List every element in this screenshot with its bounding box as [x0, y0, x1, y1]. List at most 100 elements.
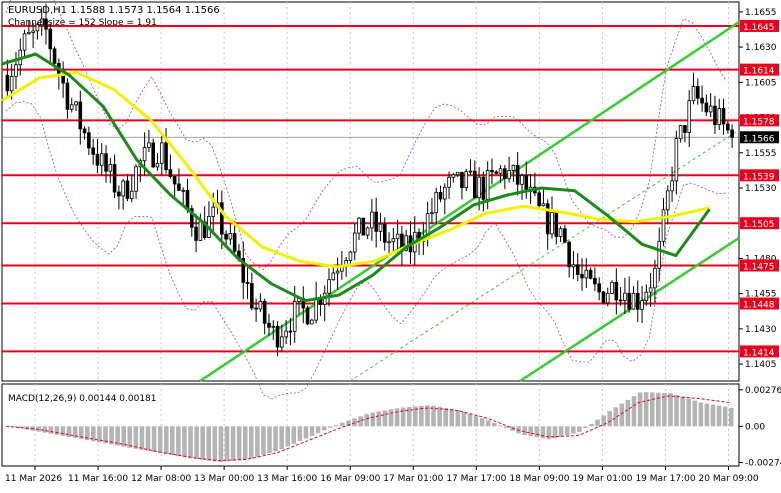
candle-body [485, 170, 490, 200]
macd-pane-frame [1, 383, 740, 467]
candle-body [254, 307, 258, 310]
candle-body [584, 269, 589, 279]
macd-histogram-bar [103, 426, 108, 444]
candle-body [597, 283, 601, 293]
macd-histogram-bar [613, 407, 619, 427]
level-label: 1.1645 [743, 23, 775, 33]
macd-indicator: 0.00276 0.00 -0.00274 [5, 386, 781, 469]
macd-histogram-bar [267, 426, 272, 454]
candle-body [112, 163, 117, 193]
level-label: 1.1505 [743, 220, 775, 230]
yellow-moving-average-line [1, 70, 710, 269]
macd-histogram-bar [151, 426, 157, 452]
candle-body [220, 202, 224, 235]
candle-body [194, 226, 198, 241]
candle-body [117, 191, 121, 197]
candle-body [605, 293, 610, 304]
candle-body [391, 238, 396, 243]
macd-histogram-bar [716, 405, 722, 427]
candle-body [618, 299, 623, 302]
macd-histogram-bar [163, 426, 169, 455]
macd-histogram-bar [589, 423, 594, 427]
candle-body [95, 153, 100, 166]
macd-histogram-bar [722, 406, 728, 427]
candle-body [635, 292, 640, 310]
candle-body [644, 291, 649, 302]
candle-body [588, 269, 593, 279]
macd-histogram-bar [394, 408, 400, 427]
macd-histogram-bar [127, 426, 133, 448]
macd-histogram-bar [18, 426, 23, 429]
macd-histogram-bar [504, 426, 509, 429]
candle-body [22, 33, 27, 51]
candle-body [696, 86, 700, 99]
candle-body [172, 176, 177, 185]
macd-histogram-bar [12, 426, 17, 428]
candle-body [708, 105, 713, 113]
candle-body [683, 125, 687, 133]
time-tick-label: 18 Mar 09:00 [509, 474, 569, 484]
macd-histogram-bar [170, 426, 175, 456]
candle-body [374, 211, 378, 232]
candle-body [44, 18, 48, 30]
candle-body [661, 209, 666, 242]
macd-signal-line [5, 395, 729, 462]
candle-body [648, 287, 653, 293]
macd-histogram-bar [595, 419, 600, 427]
candle-body [515, 164, 520, 185]
candle-body [159, 142, 164, 164]
candle-body [262, 301, 267, 324]
macd-histogram-bar [60, 426, 66, 436]
level-label: 1.1614 [743, 67, 775, 77]
macd-histogram-bar [443, 407, 448, 427]
macd-histogram-bar [522, 426, 527, 436]
candle-body [691, 86, 696, 102]
candle-body [275, 325, 280, 348]
macd-histogram-bar [91, 426, 96, 442]
macd-histogram-bar [327, 426, 333, 428]
macd-histogram-bar [656, 392, 661, 427]
macd-histogram-bar [577, 426, 582, 432]
candle-body [498, 168, 503, 174]
candle-body [228, 233, 233, 240]
macd-histogram-bar [334, 425, 339, 427]
macd-histogram-bar [449, 408, 455, 427]
price-tick-label: 1.1530 [745, 184, 777, 194]
macd-histogram-bar [309, 426, 315, 436]
macd-histogram-bar [291, 426, 297, 444]
candle-body [558, 228, 563, 237]
candle-body [245, 281, 250, 284]
macd-histogram-bar [668, 393, 673, 427]
candle-body [700, 97, 704, 104]
macd-histogram-bar [200, 426, 205, 460]
macd-histogram-bar [273, 426, 278, 452]
macd-histogram-bar [680, 396, 685, 427]
time-tick-label: 13 Mar 00:00 [194, 474, 254, 484]
macd-histogram-bar [218, 426, 224, 462]
candle-body [9, 75, 14, 92]
price-tick-label: 1.1430 [745, 325, 777, 335]
level-label: 1.1578 [743, 117, 775, 127]
candle-body [310, 319, 314, 325]
macd-histogram-bar [467, 413, 473, 427]
time-tick-label: 13 Mar 16:00 [257, 474, 317, 484]
candle-body [177, 183, 181, 191]
macd-histogram-bar [84, 426, 90, 441]
candle-body [258, 301, 263, 310]
macd-histogram-bar [704, 403, 710, 427]
candle-body [563, 228, 567, 243]
candle-body [348, 251, 353, 261]
macd-histogram-bar [303, 426, 309, 439]
price-tick-label: 1.1630 [745, 43, 777, 53]
time-tick-label: 20 Mar 09:00 [699, 474, 759, 484]
macd-histogram-bar [413, 406, 418, 427]
candle-body [627, 292, 631, 310]
candle-body [653, 267, 657, 289]
macd-histogram-bar [230, 426, 236, 461]
channel-middle-line [349, 129, 740, 382]
current-price-label: 1.1566 [743, 134, 775, 144]
candle-body [78, 101, 83, 130]
macd-histogram-bar [48, 426, 54, 434]
